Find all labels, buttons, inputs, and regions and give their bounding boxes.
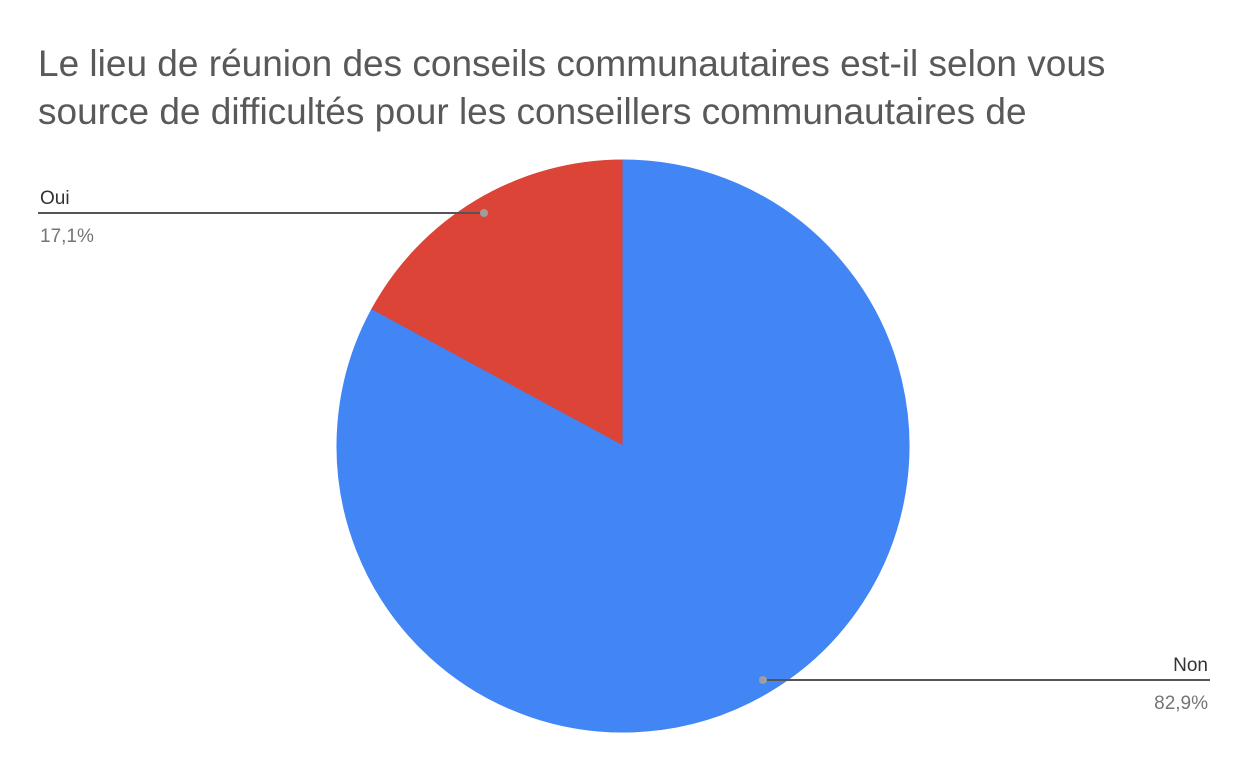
chart-title-line-1: Le lieu de réunion des conseils communau… [38, 43, 1106, 84]
slice-label-oui: Oui [40, 188, 70, 209]
slice-label-non: Non [1173, 655, 1208, 676]
pie-slice-non[interactable] [336, 159, 910, 733]
chart-title: Le lieu de réunion des conseils communau… [38, 40, 1105, 136]
leader-dot-non [759, 676, 767, 684]
slice-percent-non: 82,9% [1154, 693, 1208, 714]
chart-title-line-2: source de difficultés pour les conseille… [38, 91, 1027, 132]
leader-dot-oui [480, 209, 488, 217]
slice-percent-oui: 17,1% [40, 226, 94, 247]
pie-slice-oui[interactable] [370, 159, 624, 447]
